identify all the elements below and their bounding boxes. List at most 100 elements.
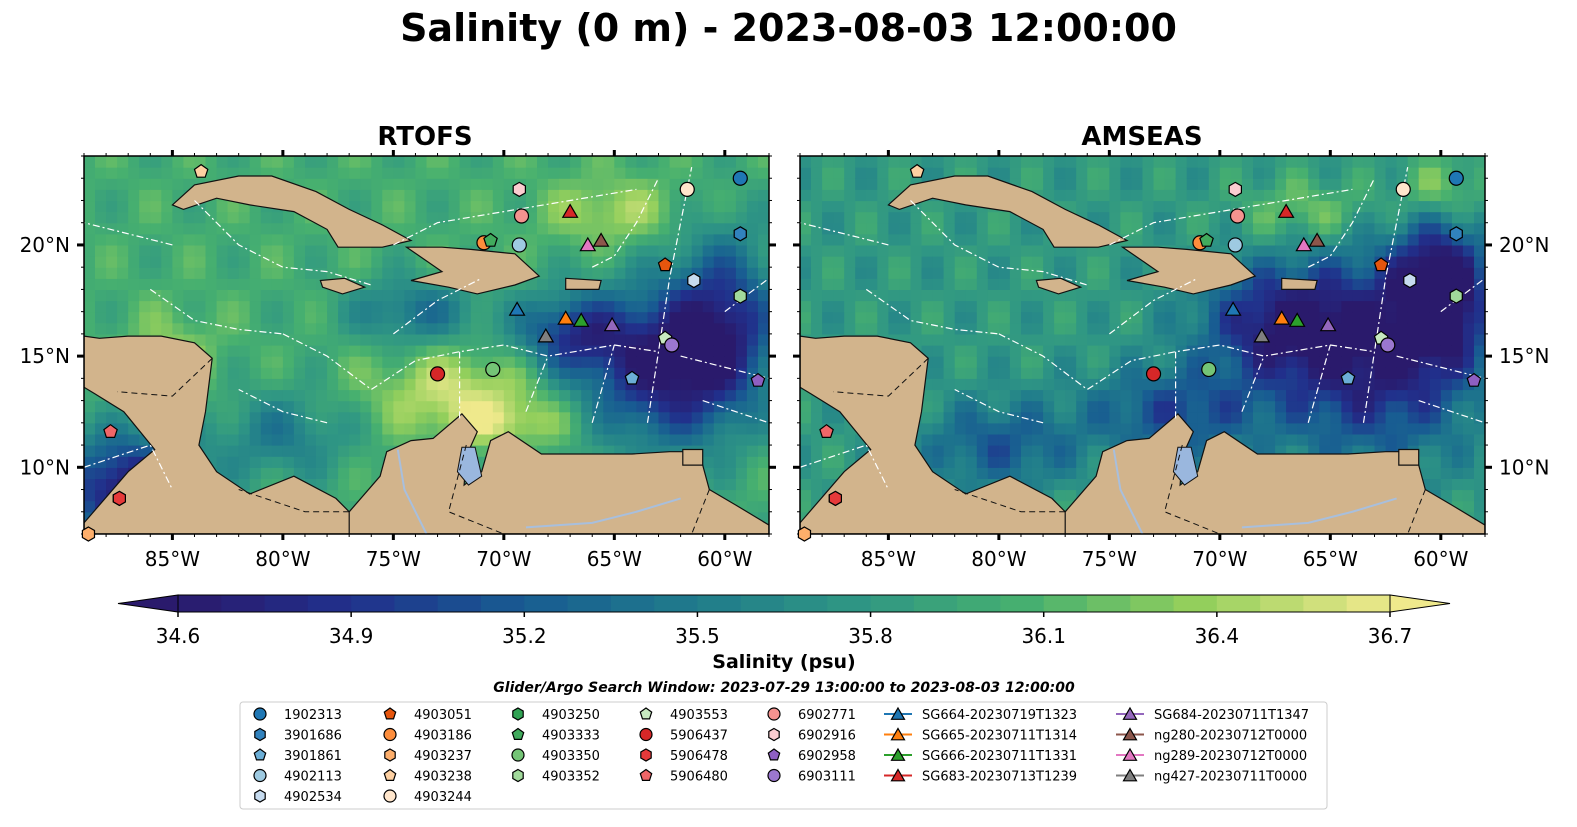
colorbar-segment (1087, 595, 1131, 612)
legend-marker-4903186 (383, 727, 397, 742)
legend-entry-label: 3901861 (284, 749, 342, 764)
marker-1902313 (732, 170, 748, 186)
legend-marker-ng427-20230711T0000 (1122, 768, 1138, 782)
legend-marker-5906478 (640, 748, 652, 762)
legend-marker-6902771 (767, 707, 781, 721)
legend-marker-3901861 (253, 748, 267, 761)
map-panel-amseas[interactable] (793, 150, 1492, 542)
legend-entry-label: 1902313 (284, 708, 342, 723)
land-puertorico (1281, 277, 1318, 290)
marker-SG665-20230711T1314 (1273, 310, 1291, 325)
marker-4903333 (483, 232, 498, 247)
marker-5906437 (429, 366, 446, 382)
colorbar-segment (1043, 595, 1088, 612)
colorbar-tick-label: 36.7 (1368, 624, 1413, 648)
colorbar-segment (524, 595, 569, 612)
legend-marker-4903553 (639, 707, 653, 720)
legend-entry-label: 4903237 (414, 749, 472, 764)
eez-boundaries (84, 166, 769, 490)
colorbar-segment (394, 595, 439, 612)
marker-ng427-20230711T0000 (537, 327, 555, 343)
colorbar-tick-label: 34.6 (156, 624, 201, 648)
colorbar-segment (1000, 595, 1045, 612)
legend-entry-label: 4902534 (284, 790, 342, 805)
legend-entry-label: 4903333 (542, 729, 600, 744)
marker-4903352 (733, 288, 747, 304)
legend-entry-label: 4903350 (542, 749, 600, 764)
lon-tick-label: 65°W (587, 547, 642, 571)
lon-tick-label: 80°W (255, 547, 310, 571)
legend-marker-5906437 (639, 727, 653, 742)
colorbar-segment (913, 595, 958, 612)
legend-marker-4903250 (512, 707, 524, 721)
land-puertorico (565, 277, 602, 290)
map-ticks (793, 150, 1492, 540)
legend-marker-4903350 (511, 748, 525, 762)
country-borders (117, 357, 710, 534)
legend-entry-label: 5906437 (670, 729, 728, 744)
lat-tick-label: 20°N (20, 233, 70, 257)
colorbar-segment (221, 595, 266, 612)
legend-entry-label: 6902958 (798, 749, 856, 764)
colorbar-segment (1216, 595, 1261, 612)
marker-SG683-20230713T1239 (1277, 203, 1295, 218)
marker-3901686 (733, 226, 747, 242)
legend-entry-label: SG666-20230711T1331 (922, 749, 1077, 764)
lon-tick-label: 75°W (1082, 547, 1137, 571)
lon-tick-label: 85°W (861, 547, 916, 571)
legend-entry-label: 4903250 (542, 708, 600, 723)
legend-entry-label: SG665-20230711T1314 (922, 729, 1077, 744)
latitude-tick-labels: 20°N 20°N 15°N 15°N 10°N 10°N (20, 233, 1550, 479)
marker-SG664-20230719T1323 (508, 301, 526, 316)
marker-4903350 (485, 361, 501, 378)
marker-5906478 (112, 490, 127, 507)
marker-4903244 (1395, 181, 1411, 197)
marker-SG666-20230711T1331 (1288, 312, 1306, 327)
map-ticks (77, 150, 776, 540)
marker-ng280-20230712T0000 (1308, 232, 1326, 247)
marker-5906437 (1145, 366, 1162, 382)
platform-markers (81, 163, 766, 542)
colorbar-tick-label: 35.8 (848, 624, 893, 648)
colorbar-segment (437, 595, 482, 612)
lat-tick-label: 20°N (1499, 233, 1549, 257)
marker-6902916 (1228, 181, 1243, 198)
platform-markers (797, 163, 1482, 542)
legend-entry-label: 4902113 (284, 770, 342, 785)
marker-4903352 (1449, 288, 1463, 304)
marker-3901861 (1340, 370, 1356, 385)
legend-entry-label: 4903352 (542, 770, 600, 785)
map-frame (83, 155, 770, 535)
legend-entry-label: ng289-20230712T0000 (1154, 749, 1307, 764)
legend-marker-ng280-20230712T0000 (1122, 727, 1138, 741)
search-window-label: Glider/Argo Search Window: 2023-07-29 13… (493, 680, 1075, 696)
colorbar-segment (654, 595, 698, 612)
land-centralamerica (800, 156, 1077, 534)
lon-tick-label: 60°W (1413, 547, 1468, 571)
marker-4902113 (511, 237, 527, 253)
marker-SG683-20230713T1239 (561, 203, 579, 218)
lon-tick-label: 75°W (366, 547, 421, 571)
colorbar: 34.6 34.9 35.2 35.5 35.8 36.1 36.4 36.7 (117, 594, 1451, 648)
marker-SG665-20230711T1314 (557, 310, 575, 325)
legend-marker-6902958 (767, 748, 781, 761)
colorbar-segment (1346, 595, 1391, 612)
legend-entry-label: 4903238 (414, 770, 472, 785)
rivers (1112, 449, 1397, 534)
rivers (396, 449, 681, 534)
lat-tick-label: 10°N (1499, 455, 1549, 479)
colorbar-segment (957, 595, 1001, 612)
legend-entry-label: 6903111 (798, 770, 856, 785)
colorbar-tick-label: 36.4 (1195, 624, 1240, 648)
colorbar-label: Salinity (psu) (712, 651, 855, 673)
legend-marker-6903111 (767, 768, 781, 783)
map-panel-rtofs[interactable] (77, 150, 776, 542)
colorbar-tick-label: 35.2 (502, 624, 547, 648)
marker-4902534 (687, 272, 701, 289)
marker-4902534 (1403, 272, 1417, 289)
legend-entry-label: 4903244 (414, 790, 472, 805)
marker-SG684-20230711T1347 (603, 316, 621, 332)
legend-frame (239, 701, 1328, 810)
lat-tick-label: 15°N (1499, 344, 1549, 368)
marker-ng427-20230711T0000 (1253, 327, 1271, 343)
